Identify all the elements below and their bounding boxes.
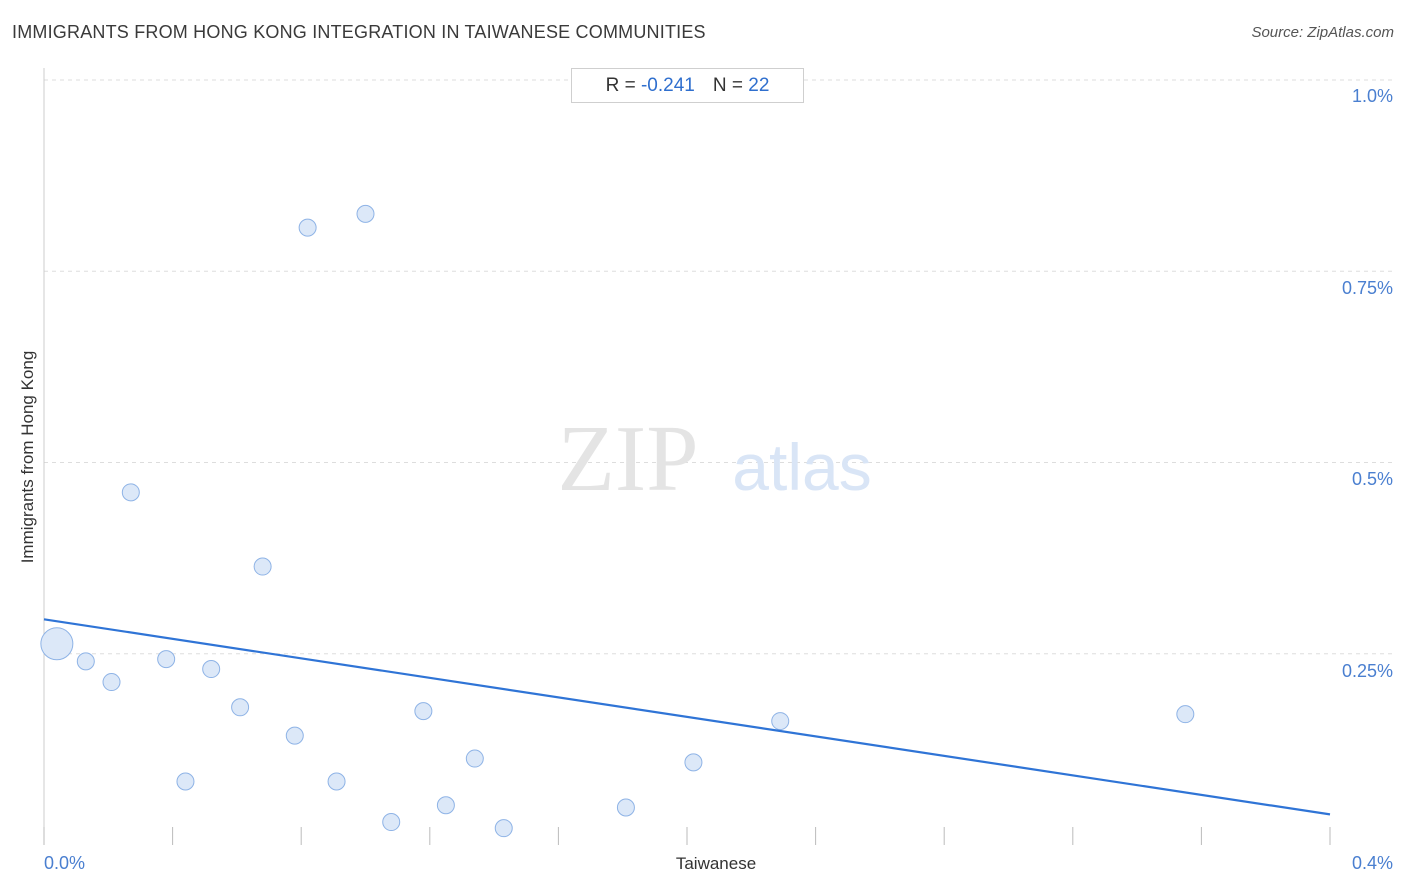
trend-line [43,618,1331,816]
data-point [1176,705,1195,724]
x-axis-ticks [43,827,1331,845]
chart-title: IMMIGRANTS FROM HONG KONG INTEGRATION IN… [12,22,706,42]
data-point [102,673,121,692]
data-point [298,218,317,237]
data-point [616,798,635,817]
n-value: 22 [748,74,770,96]
data-point [76,652,95,671]
y-tick-label-3: 0.5% [1351,469,1393,489]
r-value: -0.241 [640,74,695,96]
data-point [40,627,74,661]
x-tick-label-max: 0.4% [1351,853,1393,873]
y-tick-label-4: 0.25% [1341,661,1393,681]
data-point [253,557,272,576]
data-point [382,813,401,832]
data-point [465,749,484,768]
data-point [285,726,304,745]
watermark-zip: ZIP [558,407,699,511]
x-axis-label: Taiwanese [675,854,757,873]
gridlines [44,79,1392,655]
y-tick-label-2: 0.75% [1341,278,1393,298]
data-points [40,204,1195,838]
x-tick-label-min: 0.0% [44,853,86,873]
data-point [414,702,433,721]
data-point [202,660,221,679]
watermark: ZIP atlas [558,407,872,511]
data-point [121,483,140,502]
source-credit: Source: ZipAtlas.com [1251,24,1394,41]
y-axis-label: Immigrants from Hong Kong [18,350,37,564]
data-point [494,819,513,838]
n-label: N = [712,74,743,96]
data-point [176,772,195,791]
data-point [327,772,346,791]
data-point [231,698,250,717]
data-point [436,796,455,815]
data-point [157,650,176,669]
data-point [684,753,703,772]
data-point [356,204,375,223]
correlation-stats: R = -0.241 N = 22 [571,68,804,103]
watermark-atlas: atlas [732,430,871,504]
r-label: R = [605,74,636,96]
y-tick-label-1: 1.0% [1351,86,1393,106]
data-point [771,712,790,731]
